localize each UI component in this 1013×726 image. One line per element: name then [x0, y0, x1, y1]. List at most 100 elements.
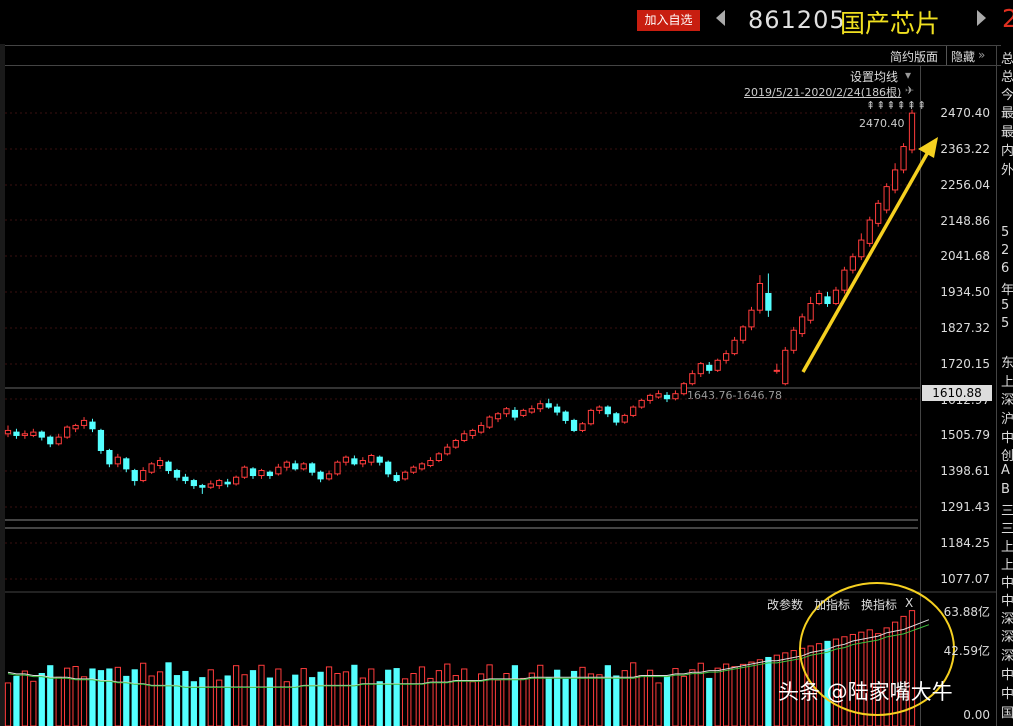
candle — [832, 289, 840, 305]
side-panel-label: 5 — [1001, 225, 1010, 240]
volume-bar — [309, 677, 316, 726]
candle — [241, 466, 248, 478]
volume-bar — [604, 665, 611, 726]
volume-bar — [21, 670, 29, 726]
volume-bar — [342, 671, 350, 726]
volume-bar — [714, 667, 721, 726]
previous-stock-icon[interactable] — [716, 10, 725, 26]
ma-settings-button[interactable]: 设置均线 — [850, 70, 899, 84]
volume-bar — [106, 668, 113, 726]
candle — [292, 463, 299, 470]
volume-bar — [435, 670, 442, 726]
candle — [731, 339, 738, 355]
candle — [756, 282, 764, 311]
volume-bar — [883, 627, 890, 726]
current-price-tag: 1610.88 — [922, 385, 992, 401]
volume-bar — [613, 675, 620, 726]
candle — [748, 309, 755, 328]
candle — [883, 186, 890, 211]
volume-bar — [241, 674, 248, 726]
volume-bar — [368, 668, 375, 726]
price-tick: 1077.07 — [940, 572, 990, 586]
candle — [309, 463, 316, 473]
volume-bar — [401, 678, 409, 726]
candle — [410, 466, 417, 473]
candle — [325, 473, 333, 480]
side-panel-label: 国 — [1001, 706, 1013, 721]
side-panel-label: 今 — [1001, 88, 1013, 103]
side-panel-label: 中 — [1001, 687, 1013, 702]
side-panel-label: 东 — [1001, 356, 1013, 371]
candle — [866, 219, 873, 244]
side-panel-label: 年 — [1001, 283, 1013, 298]
candle — [435, 453, 442, 462]
candle — [478, 424, 485, 433]
volume-bar — [444, 663, 451, 726]
volume-bar — [249, 670, 257, 726]
volume-bar — [131, 669, 138, 726]
volume-bar — [292, 674, 299, 726]
volume-bar — [621, 670, 628, 726]
candle — [621, 414, 628, 423]
candle — [579, 423, 586, 431]
pin-icon[interactable]: ✈ — [905, 84, 915, 97]
candle — [638, 399, 645, 408]
candle — [908, 112, 916, 151]
candle — [765, 293, 772, 311]
modify-params-button[interactable]: 改参数 — [767, 598, 804, 612]
candle — [359, 460, 366, 465]
candle — [266, 471, 274, 477]
volume-bar — [258, 664, 265, 726]
side-panel-label: 中 — [1001, 594, 1013, 609]
volume-bar — [723, 663, 730, 726]
volume-bar — [773, 654, 780, 726]
add-indicator-button[interactable]: 加指标 — [814, 598, 851, 612]
candle — [385, 461, 392, 475]
candle — [875, 202, 882, 224]
side-panel-label: 内 — [1001, 144, 1013, 159]
candle — [224, 481, 231, 485]
event-markers-icon[interactable]: ⇞⇞⇞⇞⇞⇞ — [866, 99, 928, 112]
range-info[interactable]: 2019/5/21-2020/2/24(186根) — [744, 86, 902, 99]
next-stock-icon[interactable] — [977, 10, 986, 26]
close-icon[interactable]: X — [905, 596, 914, 610]
hide-button[interactable]: 隐藏 — [951, 50, 976, 64]
candle — [80, 419, 88, 426]
volume-bar — [393, 668, 400, 726]
volume-bar — [528, 672, 535, 726]
candle — [630, 406, 637, 416]
side-panel-label: 最 — [1001, 125, 1013, 140]
volume-bar — [266, 677, 274, 726]
volume-bar — [630, 662, 637, 726]
candle — [537, 403, 544, 410]
volume-bar — [680, 675, 688, 726]
double-chevron-right-icon[interactable]: » — [978, 48, 986, 62]
candle — [672, 393, 679, 400]
add-to-watchlist-button[interactable]: 加入自选 — [637, 10, 700, 31]
volume-bar — [478, 673, 485, 726]
volume-bar — [114, 666, 121, 726]
volume-bar — [570, 670, 578, 726]
volume-bar — [30, 680, 37, 726]
volume-bar — [38, 672, 45, 726]
volume-bar — [486, 664, 493, 726]
highlight-circle-icon — [799, 582, 955, 716]
volume-bar — [199, 677, 206, 726]
candle — [89, 421, 96, 430]
watermark: 头条 @陆家嘴大牛 — [778, 680, 953, 704]
side-panel-label: 外 — [1001, 163, 1013, 178]
volume-bar — [334, 672, 341, 726]
candle — [216, 480, 223, 487]
chevron-down-icon[interactable]: ▾ — [905, 68, 912, 82]
side-panel-label: B — [1001, 482, 1010, 497]
candle — [72, 424, 79, 430]
volume-tick: 63.88亿 — [943, 605, 990, 619]
volume-bar — [351, 664, 358, 726]
switch-indicator-button[interactable]: 换指标 — [861, 598, 898, 612]
volume-bar — [140, 662, 147, 726]
candle — [799, 316, 806, 335]
volume-bar — [756, 659, 764, 726]
simple-layout-button[interactable]: 简约版面 — [890, 50, 939, 64]
price-digit: 2 — [1002, 4, 1013, 33]
